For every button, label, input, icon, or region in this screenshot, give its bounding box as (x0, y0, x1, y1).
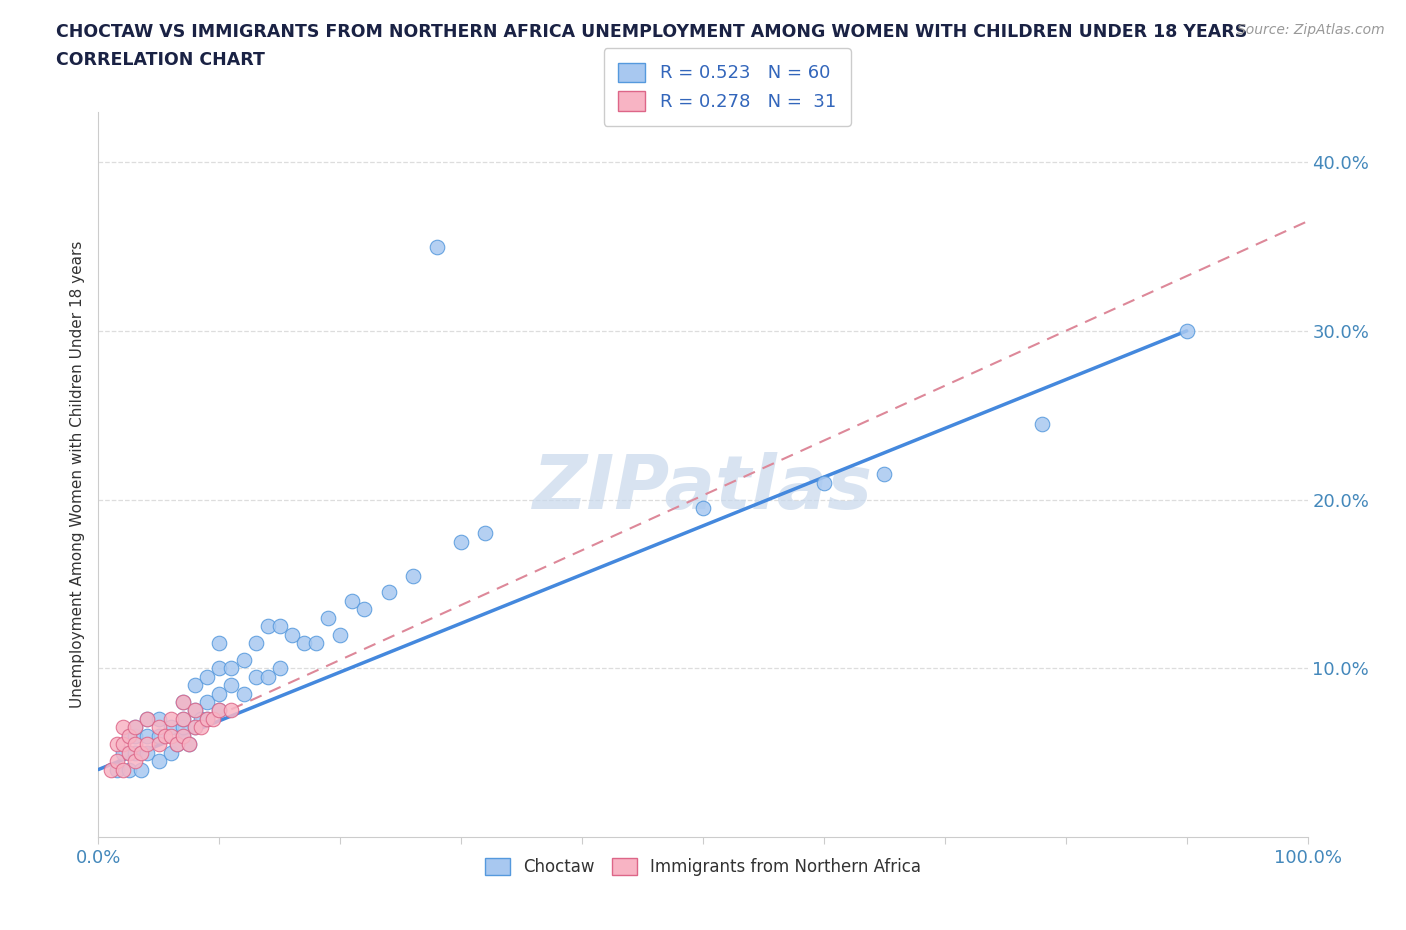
Point (124, 737, 146, 751)
Point (221, 661, 243, 676)
Legend: Choctaw, Immigrants from Northern Africa: Choctaw, Immigrants from Northern Africa (478, 852, 928, 883)
Point (305, 635, 328, 650)
Point (402, 568, 425, 583)
Point (172, 720, 194, 735)
Point (245, 670, 267, 684)
Point (148, 720, 170, 735)
Point (208, 635, 231, 650)
Point (111, 745, 134, 760)
Point (292, 635, 315, 650)
Point (190, 720, 212, 735)
Point (195, 695, 218, 710)
Point (111, 737, 134, 751)
Text: Source: ZipAtlas.com: Source: ZipAtlas.com (1237, 23, 1385, 37)
Point (105, 762, 128, 777)
Text: CHOCTAW VS IMMIGRANTS FROM NORTHERN AFRICA UNEMPLOYMENT AMONG WOMEN WITH CHILDRE: CHOCTAW VS IMMIGRANTS FROM NORTHERN AFRI… (56, 23, 1247, 41)
Point (179, 737, 201, 751)
Point (426, 239, 449, 254)
Point (160, 728, 183, 743)
Point (129, 762, 152, 777)
Point (148, 711, 170, 726)
Point (329, 627, 352, 642)
Point (195, 670, 218, 684)
Text: ZIPatlas: ZIPatlas (533, 452, 873, 525)
Y-axis label: Unemployment Among Women with Children Under 18 years: Unemployment Among Women with Children U… (69, 241, 84, 708)
Point (195, 711, 218, 726)
Point (208, 686, 231, 701)
Point (172, 728, 194, 743)
Point (202, 711, 225, 726)
Point (221, 678, 243, 693)
Point (232, 686, 254, 701)
Point (124, 720, 146, 735)
Point (184, 703, 207, 718)
Point (160, 720, 183, 735)
Point (166, 737, 188, 751)
Point (124, 728, 146, 743)
Point (184, 678, 207, 693)
Point (124, 753, 146, 768)
Point (135, 737, 157, 751)
Point (1031, 417, 1053, 432)
Point (160, 711, 183, 726)
Point (124, 720, 146, 735)
Point (129, 745, 152, 760)
Point (179, 737, 201, 751)
Point (148, 753, 170, 768)
Point (153, 728, 176, 743)
Point (172, 711, 194, 726)
Point (172, 695, 194, 710)
Point (208, 661, 231, 676)
Point (195, 711, 218, 726)
Point (172, 695, 194, 710)
Point (342, 593, 364, 608)
Point (111, 762, 134, 777)
Point (166, 737, 188, 751)
Point (118, 745, 141, 760)
Point (316, 610, 339, 625)
Point (208, 703, 231, 718)
Point (281, 627, 304, 642)
Point (377, 585, 399, 600)
Point (184, 703, 207, 718)
Point (105, 753, 128, 768)
Point (190, 711, 212, 726)
Point (105, 737, 128, 751)
Point (269, 618, 291, 633)
Point (135, 745, 157, 760)
Point (1175, 324, 1198, 339)
Point (692, 500, 714, 515)
Point (160, 745, 183, 760)
Point (100, 762, 122, 777)
Point (148, 728, 170, 743)
Point (873, 467, 896, 482)
Point (135, 711, 157, 726)
Point (124, 745, 146, 760)
Point (135, 711, 157, 726)
Point (269, 661, 291, 676)
Point (184, 720, 207, 735)
Point (474, 525, 496, 540)
Point (184, 720, 207, 735)
Point (118, 728, 141, 743)
Point (172, 728, 194, 743)
Point (813, 475, 835, 490)
Point (208, 703, 231, 718)
Point (118, 762, 141, 777)
Point (111, 720, 134, 735)
Point (135, 728, 157, 743)
Point (232, 653, 254, 668)
Point (256, 618, 278, 633)
Point (353, 602, 375, 617)
Point (118, 728, 141, 743)
Point (245, 635, 267, 650)
Point (172, 711, 194, 726)
Point (256, 670, 278, 684)
Point (148, 737, 170, 751)
Text: CORRELATION CHART: CORRELATION CHART (56, 51, 266, 69)
Point (450, 535, 472, 550)
Point (221, 703, 243, 718)
